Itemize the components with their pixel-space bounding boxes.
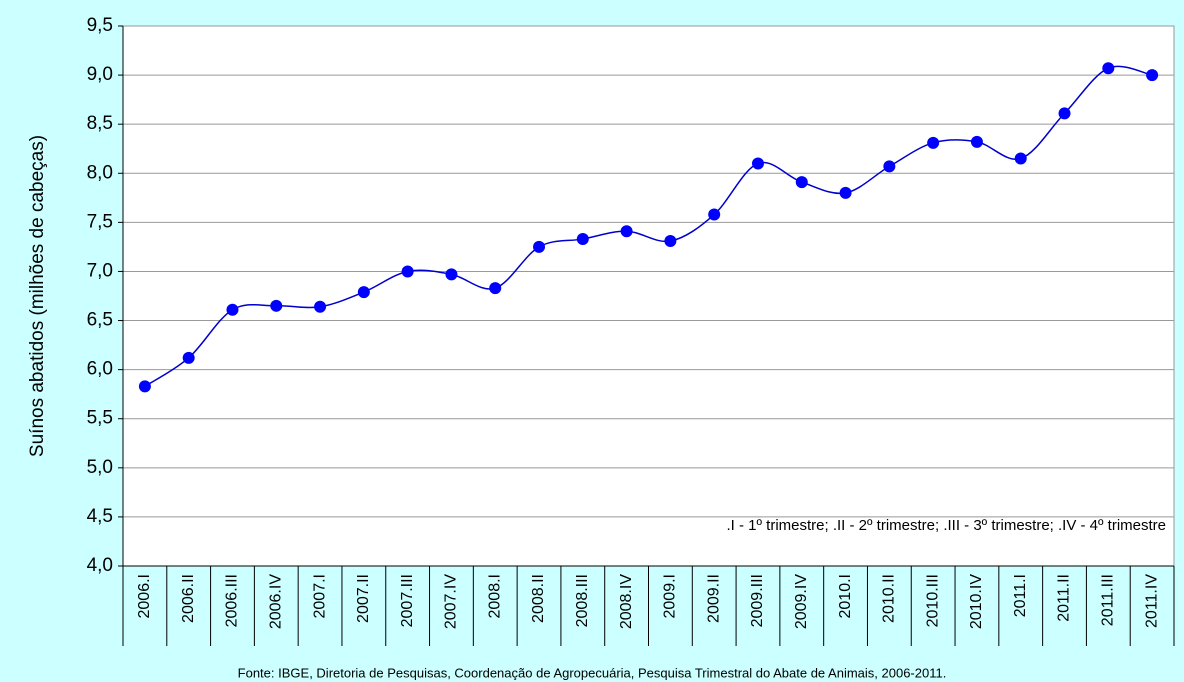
x-tick-label: 2011.III (1100, 574, 1117, 626)
x-tick-label: 2006.II (180, 574, 197, 623)
x-tick-label: 2007.I (311, 574, 328, 618)
x-tick-label: 2008.I (486, 574, 503, 618)
x-tick-label: 2008.II (530, 574, 547, 623)
y-tick-label: 5,5 (87, 408, 113, 429)
marker (357, 286, 370, 299)
marker (620, 225, 633, 238)
marker (138, 380, 151, 393)
x-tick-label: 2011.IV (1143, 574, 1160, 628)
x-tick-label: 2006.I (136, 574, 153, 618)
marker (401, 265, 414, 278)
x-tick-label: 2009.III (749, 574, 766, 627)
y-tick-label: 9,5 (87, 15, 113, 36)
marker (751, 157, 764, 170)
x-tick-label: 2009.I (662, 574, 679, 618)
marker (1014, 152, 1027, 165)
marker (226, 303, 239, 316)
x-tick-label: 2006.III (224, 574, 241, 627)
y-tick-label: 7,0 (87, 260, 113, 281)
marker (445, 268, 458, 281)
marker (664, 235, 677, 248)
marker (314, 300, 327, 313)
annotation: .I - 1º trimestre; .II - 2º trimestre; .… (727, 517, 1166, 534)
y-tick-label: 6,5 (87, 310, 113, 331)
marker (883, 160, 896, 173)
marker (1146, 69, 1159, 82)
marker (839, 186, 852, 199)
x-tick-label: 2007.III (399, 574, 416, 627)
y-tick-label: 6,0 (87, 359, 113, 380)
y-tick-label: 4,5 (87, 506, 113, 527)
y-tick-label: 7,5 (87, 211, 113, 232)
marker (489, 282, 502, 295)
x-tick-label: 2008.IV (618, 574, 635, 629)
y-tick-label: 8,5 (87, 113, 113, 134)
marker (970, 135, 983, 148)
x-tick-label: 2010.IV (968, 574, 985, 629)
x-tick-label: 2007.II (355, 574, 372, 623)
x-tick-label: 2009.II (705, 574, 722, 623)
x-tick-label: 2008.III (574, 574, 591, 627)
y-tick-label: 8,0 (87, 162, 113, 183)
marker (576, 233, 589, 246)
marker (1058, 107, 1071, 120)
y-tick-label: 9,0 (87, 64, 113, 85)
x-tick-label: 2011.I (1012, 574, 1029, 617)
marker (708, 208, 721, 221)
marker (1102, 62, 1115, 75)
x-tick-label: 2010.I (837, 574, 854, 618)
source: Fonte: IBGE, Diretoria de Pesquisas, Coo… (238, 665, 947, 680)
x-tick-label: 2009.IV (793, 574, 810, 629)
x-tick-label: 2010.III (924, 574, 941, 627)
plot-area (122, 25, 1175, 567)
marker (533, 240, 546, 253)
x-tick-label: 2007.IV (443, 574, 460, 629)
y-axis-label: Suínos abatidos (milhões de cabeças) (27, 135, 48, 457)
marker (927, 136, 940, 149)
y-tick-label: 5,0 (87, 457, 113, 478)
marker (795, 176, 808, 189)
marker (270, 299, 283, 312)
x-tick-label: 2006.IV (267, 574, 284, 629)
x-tick-label: 2011.II (1056, 574, 1073, 622)
x-tick-label: 2010.II (881, 574, 898, 623)
marker (182, 351, 195, 364)
y-tick-label: 4,0 (87, 555, 113, 576)
